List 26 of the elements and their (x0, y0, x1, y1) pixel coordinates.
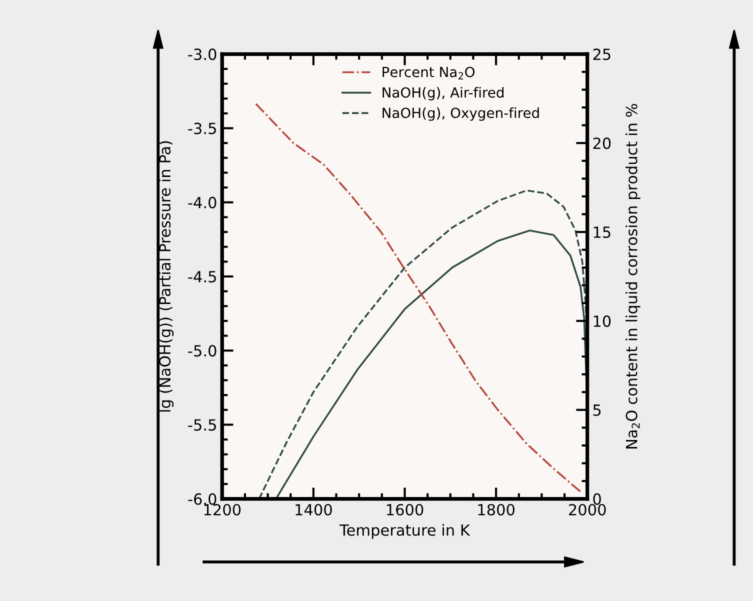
y-tick-label: -3.5 (188, 122, 216, 134)
y-tick-label: -5.0 (188, 345, 216, 357)
line-series (258, 190, 588, 499)
y2-tick-label: 5 (593, 404, 601, 416)
y2-tick-label: 20 (593, 138, 611, 150)
legend-label: NaOH(g), Air-fired (382, 86, 504, 100)
y2-tick-label: 15 (594, 226, 610, 238)
y2-tick-label: 25 (593, 48, 610, 60)
y2-tick-label: 10 (594, 315, 611, 327)
y-tick-label: -3.0 (188, 48, 216, 60)
y-tick-label: -6.0 (188, 493, 216, 505)
legend-label: Percent Na$_{2}$O (382, 66, 475, 80)
y-tick-label: -5.5 (188, 419, 216, 431)
y-tick-label: -4.5 (188, 271, 216, 282)
y-tick-label: -4.0 (188, 196, 216, 208)
x-tick-label: 2000 (569, 504, 606, 516)
x-axis-title: Temperature in K (339, 524, 470, 539)
legend-label: NaOH(g), Oxygen-fired (382, 107, 539, 121)
y-axis-title: lg (NaOH(g)) (Partial Pressure in Pa) (158, 141, 174, 412)
line-series (255, 102, 582, 493)
x-tick-label: 1400 (296, 504, 332, 516)
x-tick-label: 1200 (204, 504, 241, 516)
y2-tick-label: 0 (593, 493, 601, 505)
x-tick-label: 1600 (386, 504, 424, 516)
x-tick-label: 1800 (478, 504, 514, 516)
y2-axis-title: Na$_{2}$O content in liquid corrosion product in % (626, 104, 640, 448)
